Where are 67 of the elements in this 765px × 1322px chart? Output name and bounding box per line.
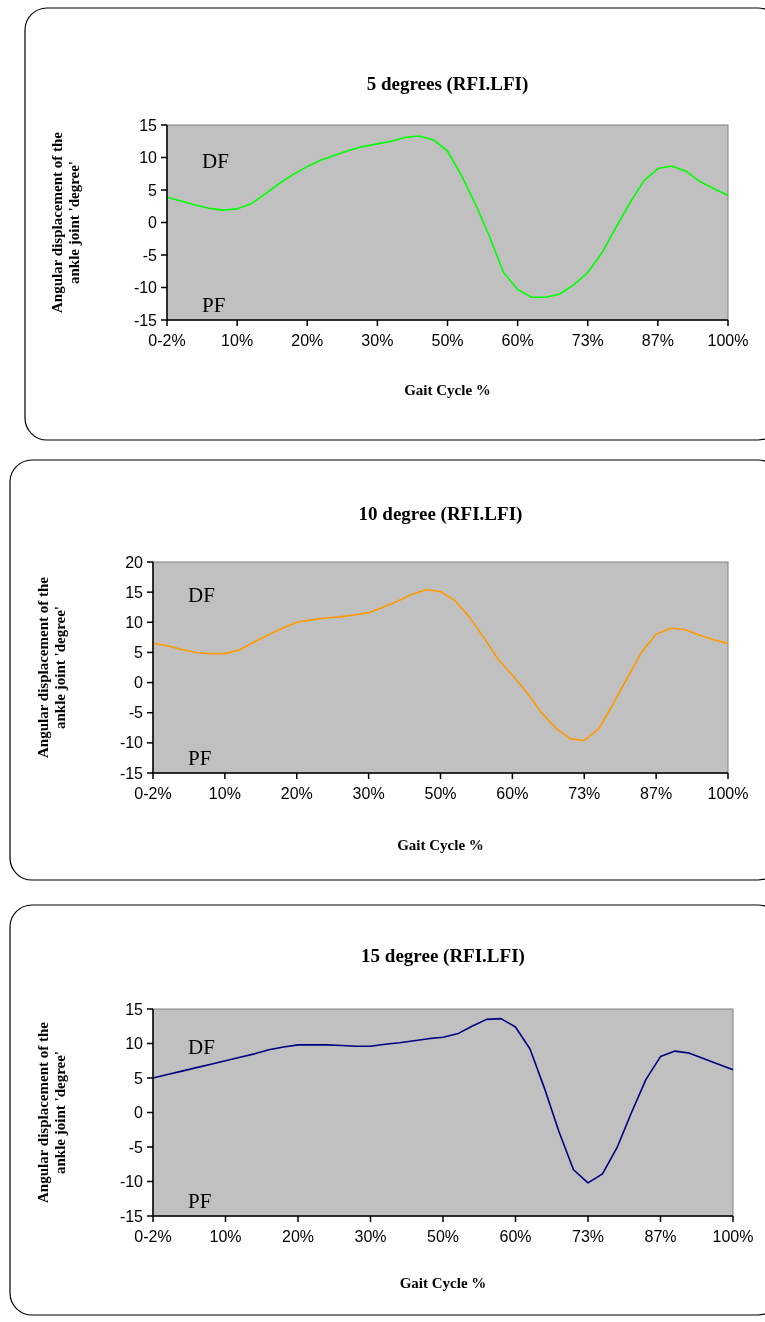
y-tick-label: -10 <box>133 279 158 297</box>
y-tick-label: 5 <box>134 1069 144 1087</box>
x-tick-label: 10% <box>208 785 241 802</box>
x-tick-label: 20% <box>280 785 313 802</box>
x-tick-label: 60% <box>496 785 529 802</box>
y-tick-label: -5 <box>128 1138 144 1156</box>
annotation: PF <box>188 746 212 770</box>
x-tick-label: 87% <box>640 785 673 802</box>
y-tick-label: 15 <box>125 583 144 601</box>
y-tick-label: -15 <box>119 764 144 782</box>
y-axis-title: Angular displacement of the ankle joint 'degree' <box>49 131 82 313</box>
x-tick-label: 30% <box>352 785 385 802</box>
x-tick-label: 0-2% <box>148 332 186 349</box>
x-tick-label: 50% <box>426 1228 460 1245</box>
y-tick-label: 15 <box>139 116 158 134</box>
line-series <box>152 588 729 742</box>
y-tick-label: -10 <box>119 734 144 752</box>
x-tick-label: 10% <box>221 332 254 349</box>
x-tick-label: 73% <box>568 785 601 802</box>
x-tick-label: 30% <box>354 1228 387 1245</box>
y-tick-label: 0 <box>134 674 144 692</box>
x-tick-label: 87% <box>644 1228 677 1245</box>
y-tick-label: 0 <box>134 1104 144 1122</box>
y-tick-label: 10 <box>125 613 144 631</box>
y-tick-label: 15 <box>125 1000 144 1018</box>
y-tick-label: -15 <box>133 311 158 329</box>
x-axis-title: Gait Cycle % <box>404 382 491 398</box>
chart-title: 10 degree (RFI.LFI) <box>358 503 523 525</box>
y-tick-label: 0 <box>148 214 158 232</box>
x-tick-label: 30% <box>361 332 394 349</box>
y-tick-label: -5 <box>128 704 144 722</box>
line-series <box>152 1017 734 1184</box>
x-tick-label: 73% <box>571 332 604 349</box>
x-tick-label: 60% <box>499 1228 532 1245</box>
chart-title: 15 degree (RFI.LFI) <box>361 945 525 967</box>
y-tick-label: 5 <box>134 644 144 662</box>
y-axis-title: Angular displacement of the ankle joint 'degree' <box>35 576 68 758</box>
chart-title: 5 degrees (RFI.LFI) <box>366 73 529 95</box>
annotation: DF <box>188 583 215 608</box>
x-tick-label: 0-2% <box>134 785 172 802</box>
y-tick-label: 20 <box>125 553 144 571</box>
x-tick-label: 100% <box>712 1228 754 1245</box>
x-tick-label: 20% <box>281 1228 315 1245</box>
y-tick-label: 5 <box>148 181 158 199</box>
x-tick-label: 73% <box>571 1228 605 1245</box>
x-axis-title: Gait Cycle % <box>399 1275 487 1291</box>
x-tick-label: 0-2% <box>134 1228 172 1245</box>
annotation: DF <box>202 148 229 173</box>
annotation: PF <box>202 293 226 317</box>
x-axis-title: Gait Cycle % <box>397 837 484 853</box>
x-tick-label: 50% <box>431 332 464 349</box>
line-series <box>166 135 729 299</box>
x-tick-label: 50% <box>424 785 457 802</box>
annotation: DF <box>188 1034 215 1059</box>
x-tick-label: 87% <box>641 332 674 349</box>
x-tick-label: 20% <box>291 332 324 349</box>
y-tick-label: 10 <box>125 1035 144 1053</box>
y-tick-label: -15 <box>119 1207 144 1225</box>
y-tick-label: -10 <box>119 1173 144 1191</box>
y-tick-label: -5 <box>142 246 158 264</box>
y-tick-label: 10 <box>139 149 158 167</box>
y-axis-title: Angular displacement of the ankle joint 'degree' <box>35 1021 68 1203</box>
x-tick-label: 100% <box>707 785 749 802</box>
x-tick-label: 100% <box>707 332 749 349</box>
x-tick-label: 60% <box>501 332 534 349</box>
annotation: PF <box>188 1189 212 1213</box>
x-tick-label: 10% <box>209 1228 242 1245</box>
